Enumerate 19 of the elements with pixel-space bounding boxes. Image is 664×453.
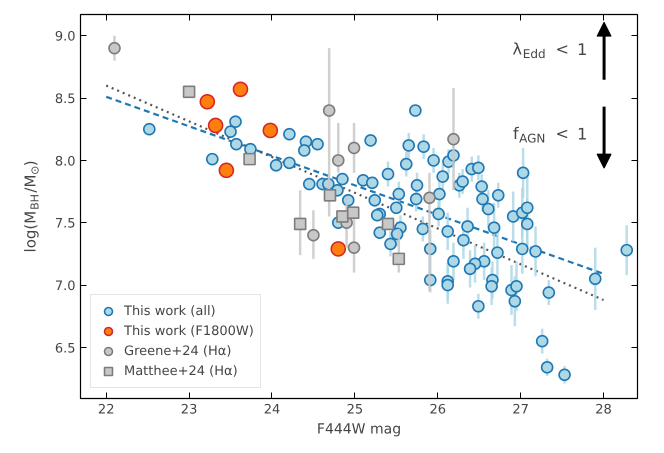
legend-label: Matthee+24 (Hα) (124, 364, 238, 378)
legend-label: Greene+24 (Hα) (124, 344, 232, 358)
y-tick-label: 9.0 (54, 30, 76, 45)
legend-label: This work (all) (124, 304, 216, 318)
y-tick-label: 8.5 (54, 92, 76, 108)
x-tick-label: 28 (595, 402, 612, 418)
y-tick-label: 7.0 (54, 279, 76, 294)
x-tick-label: 23 (180, 402, 198, 418)
y-tick-label: 8.0 (54, 154, 76, 170)
x-tick-label: 27 (512, 402, 529, 418)
y-tick-label: 6.5 (54, 341, 76, 356)
x-tick-label: 24 (264, 402, 280, 418)
x-tick-label: 25 (346, 402, 364, 418)
legend-label: This work (F1800W) (124, 324, 254, 338)
x-tick-label: 22 (98, 402, 114, 418)
y-tick-label: 7.5 (54, 216, 76, 232)
x-tick-label: 26 (429, 402, 446, 418)
x-axis-title: F444W mag (316, 422, 402, 438)
y-axis-title: log(MBH/M⊙) (22, 160, 42, 252)
